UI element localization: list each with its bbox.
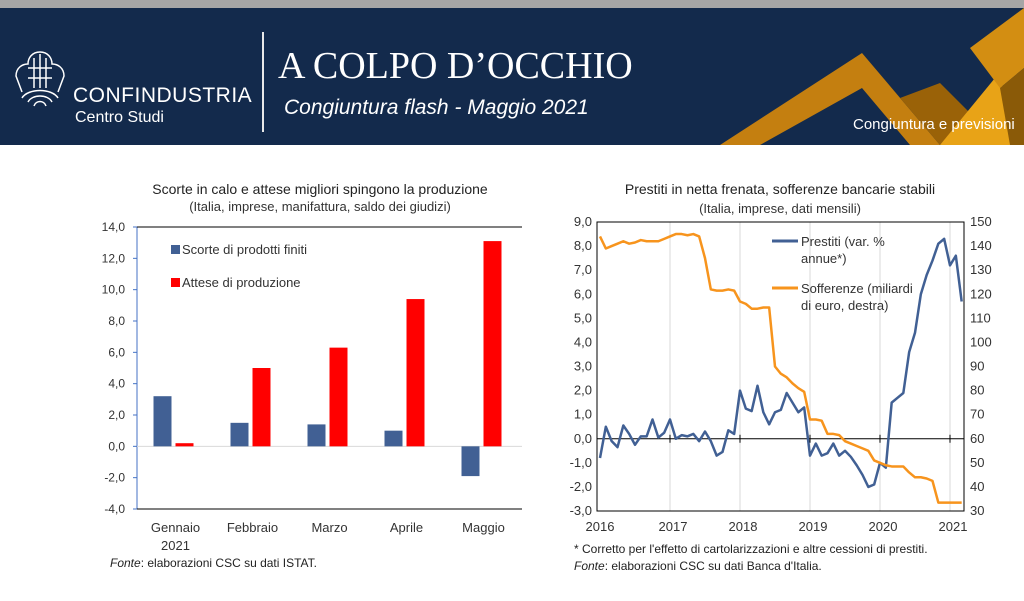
chart1-subtitle: (Italia, imprese, manifattura, saldo dei… [189, 199, 451, 214]
page-title: A COLPO D’OCCHIO [278, 45, 633, 87]
y2-tick-label: 120 [970, 286, 992, 301]
y-tick-label: 7,0 [574, 262, 592, 277]
x-tick-label: 2020 [869, 519, 898, 534]
y-tick-label: 1,0 [574, 407, 592, 422]
bar-scorte [384, 430, 403, 447]
source-prefix: Fonte [574, 559, 605, 573]
chart2-footnote: * Corretto per l'effetto di cartolarizza… [574, 542, 928, 556]
y-tick-label: 8,0 [108, 314, 125, 328]
y2-tick-label: 90 [970, 359, 984, 374]
brand-subtitle: Centro Studi [75, 109, 164, 126]
bar-attese [252, 368, 271, 447]
y-tick-label: 4,0 [574, 334, 592, 349]
bar-scorte [230, 422, 249, 447]
y-tick-label: 14,0 [102, 220, 126, 234]
y2-tick-label: 80 [970, 383, 984, 398]
x-tick-label: 2017 [659, 519, 688, 534]
y-tick-label: 5,0 [574, 310, 592, 325]
bar-attese [483, 241, 502, 447]
legend-label: Prestiti (var. % [801, 234, 885, 249]
x-tick-label: Marzo [311, 520, 347, 535]
y2-tick-label: 30 [970, 503, 984, 518]
page-subtitle: Congiuntura flash - Maggio 2021 [284, 96, 589, 119]
y-tick-label: 6,0 [108, 345, 125, 359]
bar-scorte [307, 424, 326, 447]
chart2-source: Fonte: elaborazioni CSC su dati Banca d'… [574, 559, 822, 573]
chart1-source: Fonte: elaborazioni CSC su dati ISTAT. [110, 556, 317, 570]
y2-tick-label: 40 [970, 479, 984, 494]
x-tick-label: 2018 [729, 519, 758, 534]
bar-attese [175, 443, 194, 447]
y-tick-label: 12,0 [102, 251, 126, 265]
bar-attese [329, 347, 348, 447]
chart2-subtitle: (Italia, imprese, dati mensili) [699, 201, 861, 216]
y-tick-label: 9,0 [574, 214, 592, 229]
y2-tick-label: 110 [970, 310, 991, 325]
y-tick-label: -4,0 [104, 502, 125, 516]
source-text: elaborazioni CSC su dati ISTAT. [147, 556, 317, 570]
y-tick-label: 6,0 [574, 286, 592, 301]
y2-tick-label: 50 [970, 455, 984, 470]
source-text: elaborazioni CSC su dati Banca d'Italia. [611, 559, 822, 573]
x-tick-label: Gennaio [151, 520, 200, 535]
decorative-chevrons-icon [720, 8, 1024, 145]
y2-tick-label: 100 [970, 334, 992, 349]
header-tagline: Congiuntura e previsioni [853, 116, 1015, 133]
x-tick-label: Febbraio [227, 520, 278, 535]
x-tick-label: Maggio [462, 520, 505, 535]
legend-label: annue*) [801, 251, 847, 266]
brand-name: CONFINDUSTRIA [73, 84, 253, 107]
y-tick-label: -3,0 [570, 503, 592, 518]
chart2-title: Prestiti in netta frenata, sofferenze ba… [624, 181, 936, 197]
series-line-prestiti [598, 237, 963, 489]
y2-tick-label: 140 [970, 238, 992, 253]
x-tick-label: 2019 [799, 519, 828, 534]
top-bar [0, 0, 1024, 8]
y2-tick-label: 70 [970, 407, 984, 422]
chart1-title: Scorte in calo e attese migliori spingon… [152, 181, 488, 197]
y-tick-label: 2,0 [574, 383, 592, 398]
y-tick-label: 3,0 [574, 359, 592, 374]
y2-tick-label: 150 [970, 214, 992, 229]
y2-tick-label: 130 [970, 262, 992, 277]
header-banner: CONFINDUSTRIA Centro Studi A COLPO D’OCC… [0, 8, 1024, 145]
x-tick-label: 2021 [939, 519, 968, 534]
y-tick-label: 4,0 [108, 377, 125, 391]
y-tick-label: 8,0 [574, 238, 592, 253]
x-tick-label: 2021 [161, 538, 190, 553]
plot-border [596, 221, 965, 512]
legend-label: Attese di produzione [182, 275, 301, 290]
source-prefix: Fonte [110, 556, 141, 570]
x-tick-label: 2016 [586, 519, 615, 534]
series-line-sofferenze [598, 232, 962, 504]
legend-label: Sofferenze (miliardi [801, 281, 913, 296]
y-tick-label: 2,0 [108, 408, 125, 422]
confindustria-logo-icon [15, 51, 65, 107]
y-tick-label: 0,0 [108, 439, 125, 453]
legend-swatch [171, 278, 180, 287]
legend-label: di euro, destra) [801, 298, 888, 313]
x-tick-label: Aprile [390, 520, 423, 535]
y-tick-label: -2,0 [104, 471, 125, 485]
y-tick-label: 10,0 [102, 283, 126, 297]
header-divider [262, 32, 264, 132]
y2-tick-label: 60 [970, 431, 984, 446]
legend-swatch [171, 245, 180, 254]
bar-scorte [153, 396, 172, 447]
legend-label: Scorte di prodotti finiti [182, 242, 307, 257]
y-tick-label: -2,0 [570, 479, 592, 494]
y-tick-label: 0,0 [574, 431, 592, 446]
y-tick-label: -1,0 [570, 455, 592, 470]
bar-scorte [461, 446, 480, 477]
bar-attese [406, 299, 425, 447]
